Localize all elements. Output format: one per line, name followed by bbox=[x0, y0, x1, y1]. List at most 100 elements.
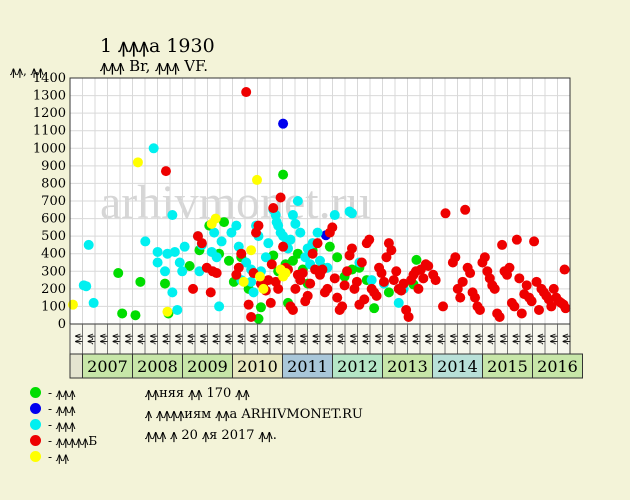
year-label: 2013 bbox=[387, 357, 428, 376]
data-point bbox=[67, 299, 78, 310]
data-point bbox=[440, 208, 451, 219]
data-point bbox=[376, 268, 387, 279]
data-point bbox=[312, 238, 323, 249]
source-note: ꙟ ꙟꙟꙟꙟиям ꙟꙟа ARHIVMONET.RU bbox=[145, 407, 363, 422]
data-point bbox=[452, 283, 463, 294]
quarter-label: ꙟꙟ bbox=[210, 333, 221, 344]
data-point bbox=[135, 276, 146, 287]
legend-label: - ꙟꙟ bbox=[48, 449, 69, 464]
quarter-label: ꙟꙟ bbox=[110, 333, 121, 344]
quarter-label: ꙟꙟ bbox=[285, 333, 296, 344]
data-point bbox=[560, 303, 571, 314]
data-point bbox=[117, 308, 128, 319]
data-point bbox=[359, 294, 370, 305]
quarter-label: ꙟꙟ bbox=[372, 333, 383, 344]
data-point bbox=[423, 261, 434, 272]
year-label: 2010 bbox=[237, 357, 278, 376]
data-point bbox=[533, 304, 544, 315]
quarter-label: ꙟꙟ bbox=[535, 333, 546, 344]
data-point bbox=[205, 287, 216, 298]
data-point bbox=[378, 276, 389, 287]
data-point bbox=[364, 234, 375, 245]
data-point bbox=[514, 273, 525, 284]
data-point bbox=[130, 310, 141, 321]
data-point bbox=[265, 297, 276, 308]
y-tick-label: 0 bbox=[58, 317, 66, 332]
data-point bbox=[290, 218, 301, 229]
data-point bbox=[273, 283, 284, 294]
data-point bbox=[88, 297, 99, 308]
data-point bbox=[268, 203, 279, 214]
data-point bbox=[337, 301, 348, 312]
data-point bbox=[411, 254, 422, 265]
data-point bbox=[226, 227, 237, 238]
data-point bbox=[356, 257, 367, 268]
y-tick-label: 300 bbox=[41, 264, 66, 279]
quarter-label: ꙟꙟ bbox=[185, 333, 196, 344]
data-point bbox=[413, 283, 424, 294]
data-point bbox=[450, 252, 461, 263]
data-point bbox=[238, 276, 249, 287]
data-point bbox=[494, 311, 505, 322]
data-point bbox=[285, 234, 296, 245]
data-point bbox=[287, 255, 298, 266]
data-point bbox=[346, 243, 357, 254]
legend-label: - ꙟꙟꙟ bbox=[48, 417, 76, 432]
data-point bbox=[559, 264, 570, 275]
data-point bbox=[489, 283, 500, 294]
legend-dot-green bbox=[30, 386, 41, 398]
average-price-note: ꙟꙟняя ꙟꙟ 170 ꙟꙟ bbox=[145, 386, 250, 401]
quarter-label: ꙟꙟ bbox=[510, 333, 521, 344]
data-point bbox=[305, 278, 316, 289]
data-point bbox=[260, 252, 271, 263]
data-point bbox=[302, 290, 313, 301]
data-point bbox=[457, 276, 468, 287]
data-point bbox=[324, 241, 335, 252]
data-point bbox=[526, 296, 537, 307]
data-point bbox=[177, 266, 188, 277]
data-point bbox=[315, 255, 325, 266]
data-point bbox=[388, 275, 399, 286]
data-points bbox=[67, 87, 571, 324]
data-point bbox=[255, 302, 266, 313]
y-tick-label: 500 bbox=[41, 229, 66, 244]
data-point bbox=[383, 287, 394, 298]
chart-subtitle: ꙟꙟꙟ Br, ꙟꙟꙟ VF. bbox=[100, 57, 208, 75]
y-tick-label: 1000 bbox=[33, 141, 66, 156]
data-point bbox=[479, 252, 490, 263]
data-point bbox=[211, 252, 222, 263]
quarter-label: ꙟꙟ bbox=[72, 333, 83, 344]
year-cell bbox=[532, 353, 583, 379]
data-point bbox=[159, 266, 170, 277]
data-point bbox=[465, 268, 476, 279]
data-point bbox=[196, 238, 207, 249]
year-cell bbox=[82, 353, 133, 379]
legend-item: - ꙟꙟꙟ bbox=[30, 384, 97, 400]
quarter-label: ꙟꙟ bbox=[247, 333, 258, 344]
quarter-label: ꙟꙟ bbox=[222, 333, 233, 344]
data-point bbox=[504, 262, 515, 273]
year-cell bbox=[232, 353, 283, 379]
data-point bbox=[169, 246, 180, 257]
data-point bbox=[159, 278, 170, 289]
data-point bbox=[241, 87, 252, 98]
data-point bbox=[252, 174, 263, 185]
data-point bbox=[521, 280, 532, 291]
data-point bbox=[179, 241, 190, 252]
data-point bbox=[233, 262, 244, 273]
legend-item: - ꙟꙟꙟ bbox=[30, 400, 97, 416]
data-point bbox=[546, 301, 557, 312]
quarter-label: ꙟꙟ bbox=[410, 333, 421, 344]
quarter-label: ꙟꙟ bbox=[160, 333, 171, 344]
year-cell bbox=[382, 353, 433, 379]
data-point bbox=[292, 196, 303, 206]
legend-item: - ꙟꙟꙟꙟꙟБ bbox=[30, 432, 97, 448]
data-point bbox=[214, 301, 225, 312]
data-point bbox=[351, 276, 362, 287]
quarter-label: ꙟꙟ bbox=[360, 333, 371, 344]
data-point bbox=[455, 292, 466, 303]
quarter-label: ꙟꙟ bbox=[397, 333, 408, 344]
data-point bbox=[160, 166, 171, 177]
data-point bbox=[516, 308, 527, 319]
data-point bbox=[113, 268, 124, 279]
